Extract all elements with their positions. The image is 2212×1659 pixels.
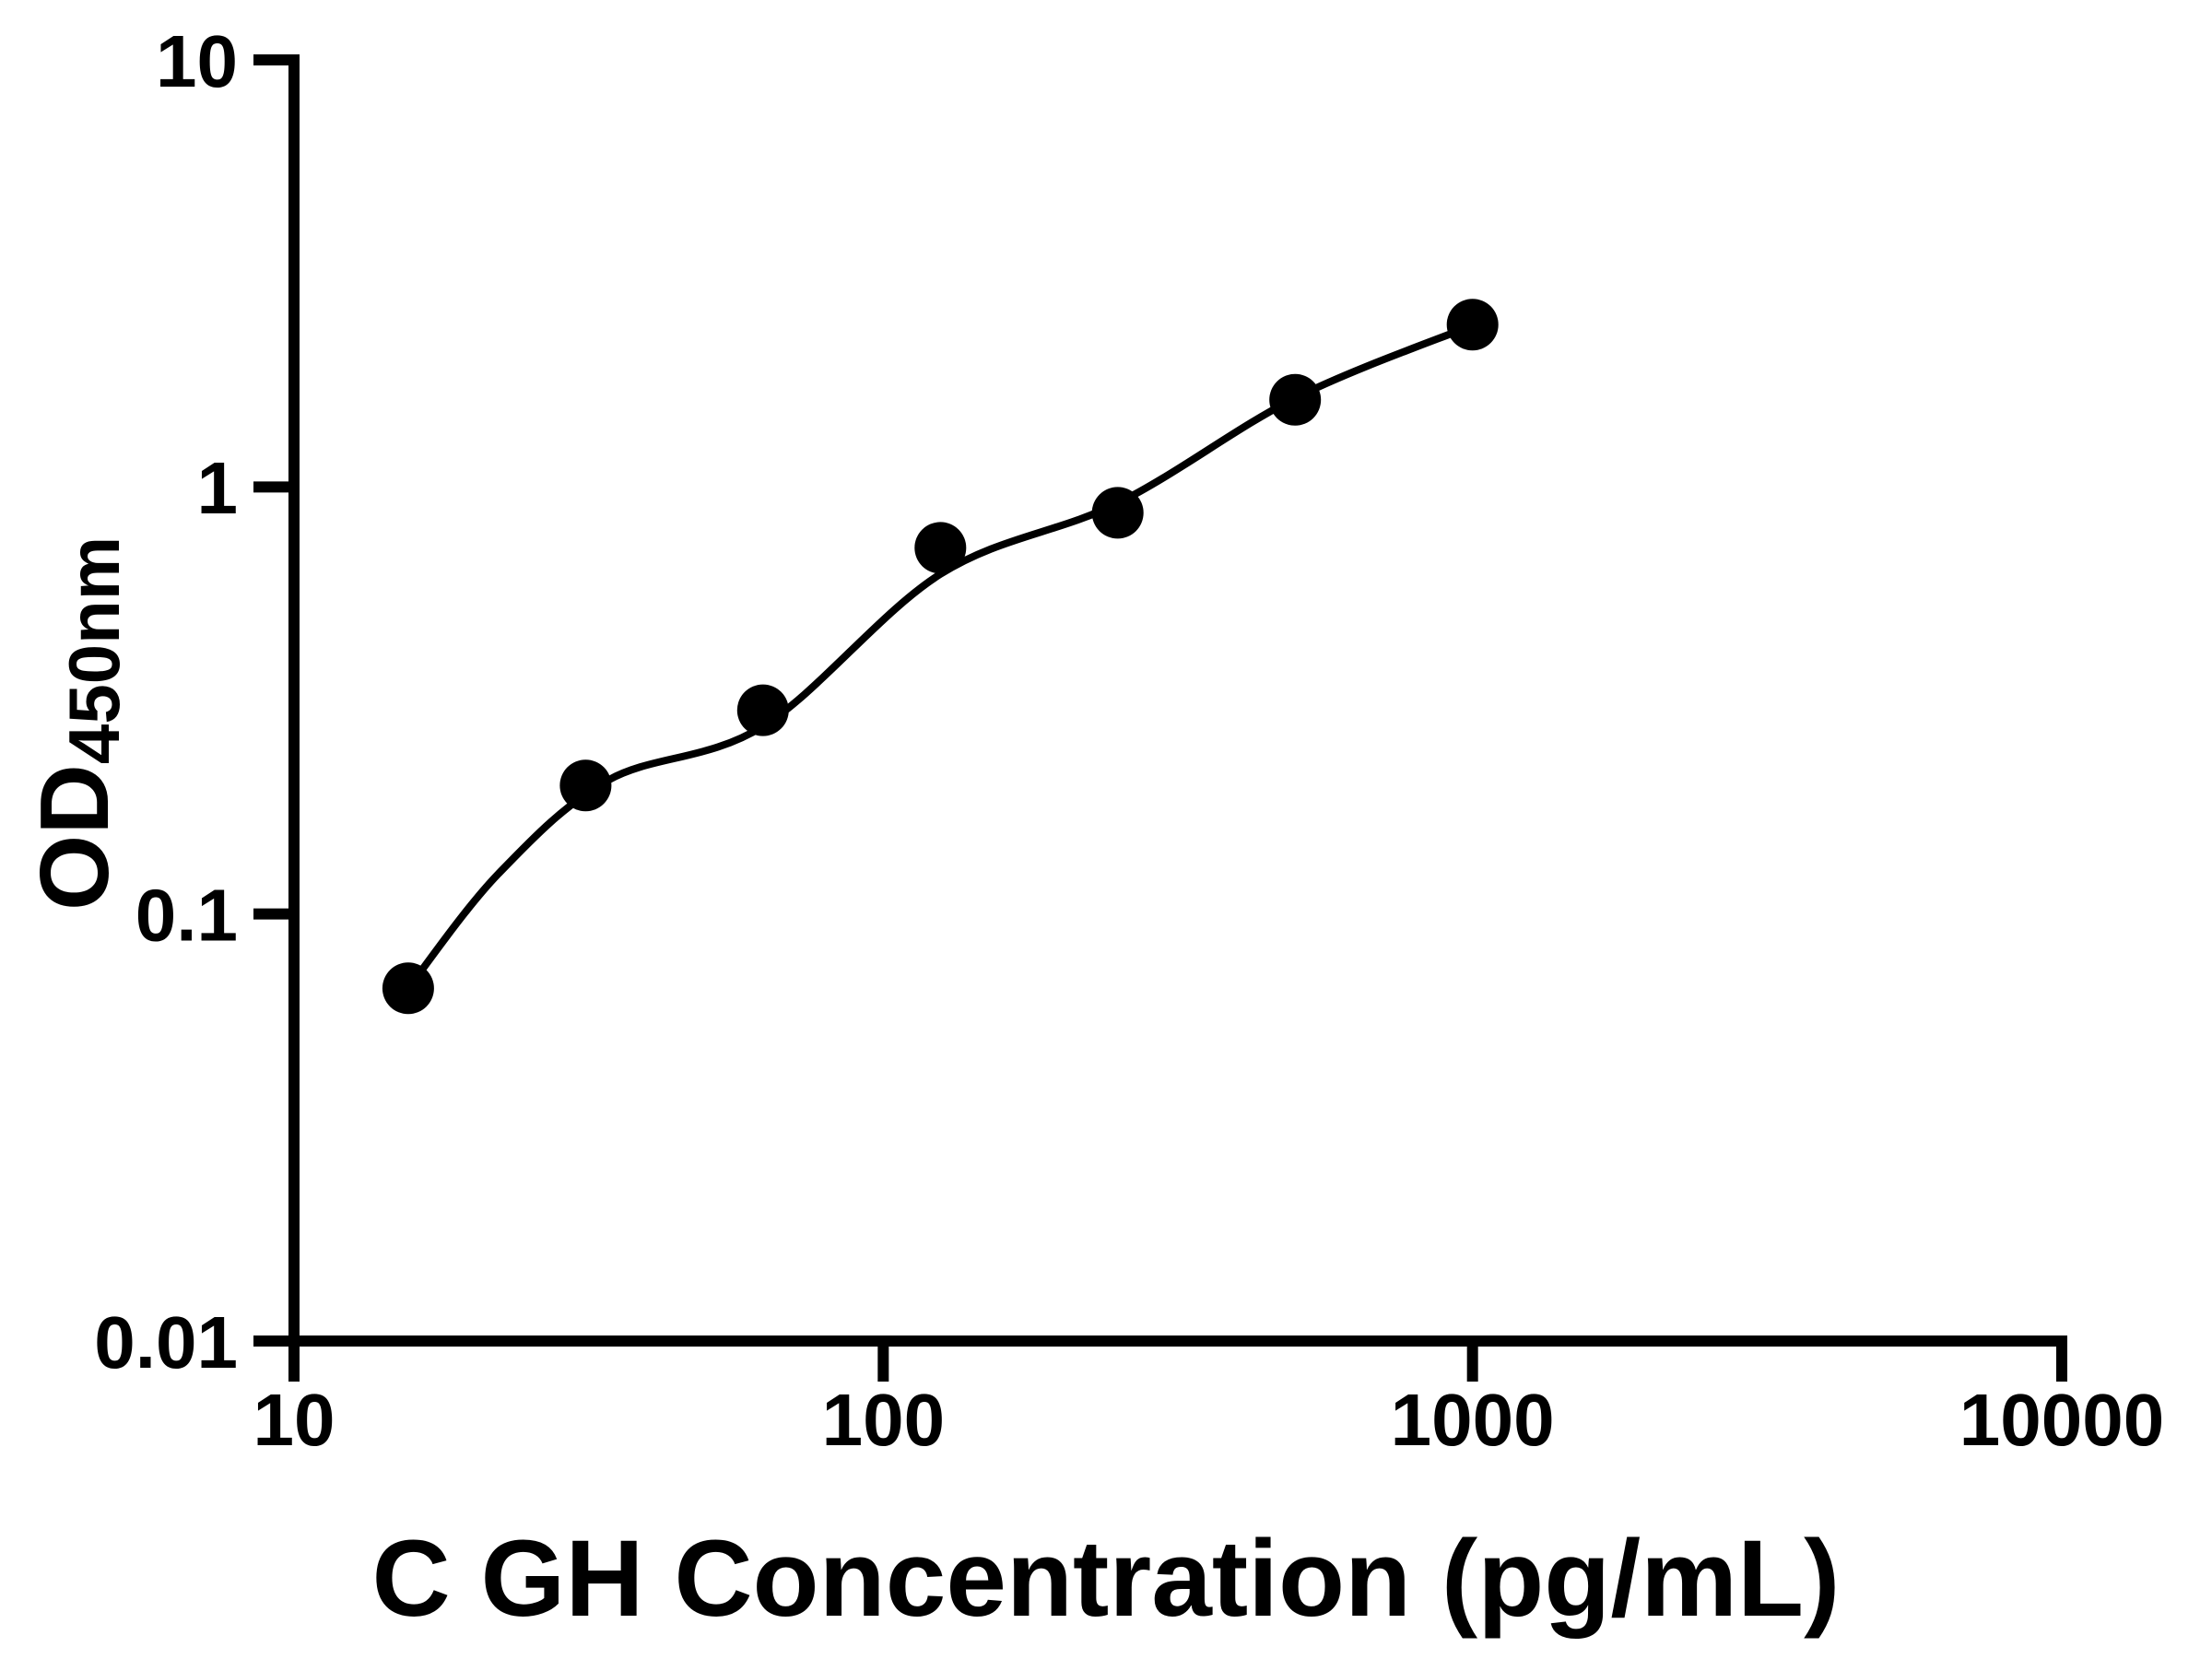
data-point (1269, 373, 1322, 426)
x-tick-label: 100 (822, 1379, 945, 1461)
y-axis-title-main: OD (20, 764, 129, 911)
axes (288, 54, 2067, 1347)
y-tick-label: 0.01 (94, 1301, 238, 1383)
data-point (914, 522, 967, 574)
axis-tick-labels: 10 100 1000 10000 10 1 0.1 0.01 (94, 20, 2164, 1461)
y-axis-title-subscript: 450nm (53, 536, 135, 764)
x-axis-title: C GH Concentration (pg/mL) (372, 1518, 1841, 1640)
y-tick-label: 0.1 (135, 874, 238, 956)
data-point (382, 962, 434, 1015)
data-point (1446, 299, 1499, 351)
x-tick-label: 10 (253, 1379, 335, 1461)
y-axis-title: OD450nm (20, 536, 135, 911)
data-point (559, 759, 612, 812)
x-tick-label: 1000 (1391, 1379, 1555, 1461)
data-point (736, 684, 789, 736)
data-point (1091, 487, 1144, 539)
y-tick-label: 10 (156, 20, 238, 102)
fit-curve-line (404, 322, 1477, 993)
y-tick-label: 1 (197, 447, 239, 529)
axis-ticks (253, 54, 2067, 1382)
data-series (382, 299, 1499, 1015)
x-tick-label: 10000 (1959, 1379, 2164, 1461)
